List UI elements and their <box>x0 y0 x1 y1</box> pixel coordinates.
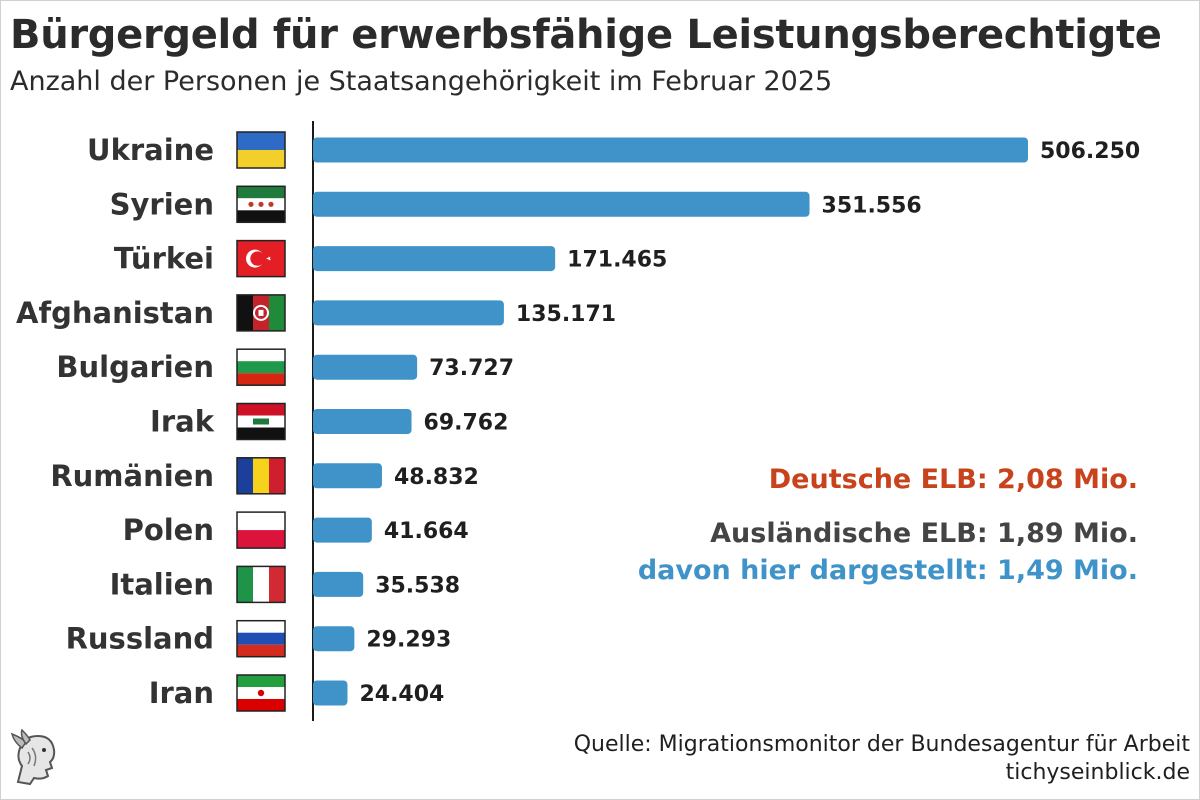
turkey-flag-icon <box>236 239 286 278</box>
value-label: 69.762 <box>424 411 509 436</box>
country-label: Syrien <box>110 187 214 221</box>
bars-group: Ukraine 506.250 Syrien 351.556 Türkei 171.465… <box>16 131 1140 712</box>
ukraine-flag-icon <box>236 131 286 169</box>
value-label: 135.171 <box>516 302 616 327</box>
value-label: 351.556 <box>822 193 922 218</box>
value-label: 506.250 <box>1040 139 1140 164</box>
country-label: Iran <box>149 676 214 710</box>
country-label: Rumänien <box>50 459 214 493</box>
website-text: tichyseinblick.de <box>1005 760 1190 786</box>
country-label: Polen <box>123 513 214 547</box>
bar <box>313 409 412 434</box>
country-label: Ukraine <box>87 133 214 167</box>
romania-flag-icon <box>236 457 286 495</box>
value-label: 48.832 <box>394 465 479 490</box>
bar <box>313 191 810 217</box>
afghanistan-flag-icon <box>236 293 286 332</box>
country-label: Afghanistan <box>16 296 214 330</box>
poland-flag-icon <box>236 511 286 549</box>
deutsche-elb-text: Deutsche ELB: 2,08 Mio. <box>768 464 1138 495</box>
bar <box>313 680 348 706</box>
value-label: 171.465 <box>567 248 667 273</box>
bar <box>313 300 504 326</box>
country-label: Bulgarien <box>56 350 214 384</box>
iraq-flag-icon <box>236 402 286 441</box>
source-text: Quelle: Migrationsmonitor der Bundesagen… <box>573 731 1190 757</box>
source-note: Quelle: Migrationsmonitor der Bundesagen… <box>574 731 1190 788</box>
bar <box>313 137 1028 163</box>
bar <box>313 246 556 272</box>
auslaendische-elb-text: Ausländische ELB: 1,89 Mio. <box>710 518 1138 550</box>
bar <box>313 463 382 489</box>
bar <box>313 517 372 543</box>
syria-flag-icon <box>236 185 286 224</box>
summary-box: Deutsche ELB: 2,08 Mio. Ausländische ELB… <box>638 462 1138 589</box>
value-label: 24.404 <box>359 682 444 707</box>
davon-dargestellt-text: davon hier dargestellt: 1,49 Mio. <box>637 554 1138 586</box>
country-label: Türkei <box>114 242 214 276</box>
value-label: 73.727 <box>429 356 514 381</box>
italy-flag-icon <box>236 565 286 604</box>
chart-subtitle: Anzahl der Personen je Staatsangehörigke… <box>10 66 833 97</box>
country-label: Irak <box>150 405 215 439</box>
bar <box>313 571 364 597</box>
value-label: 35.538 <box>375 573 460 598</box>
chart-title: Bürgergeld für erwerbsfähige Leistungsbe… <box>10 12 1162 58</box>
value-label: 41.664 <box>384 519 469 544</box>
hermes-head-logo-icon <box>8 728 62 792</box>
value-label: 29.293 <box>366 628 451 653</box>
bulgaria-flag-icon <box>236 348 286 386</box>
country-label: Italien <box>110 567 214 601</box>
iran-flag-icon <box>236 674 286 712</box>
russia-flag-icon <box>236 619 286 658</box>
country-label: Russland <box>66 622 214 656</box>
bar <box>313 626 355 652</box>
bar <box>313 354 418 380</box>
